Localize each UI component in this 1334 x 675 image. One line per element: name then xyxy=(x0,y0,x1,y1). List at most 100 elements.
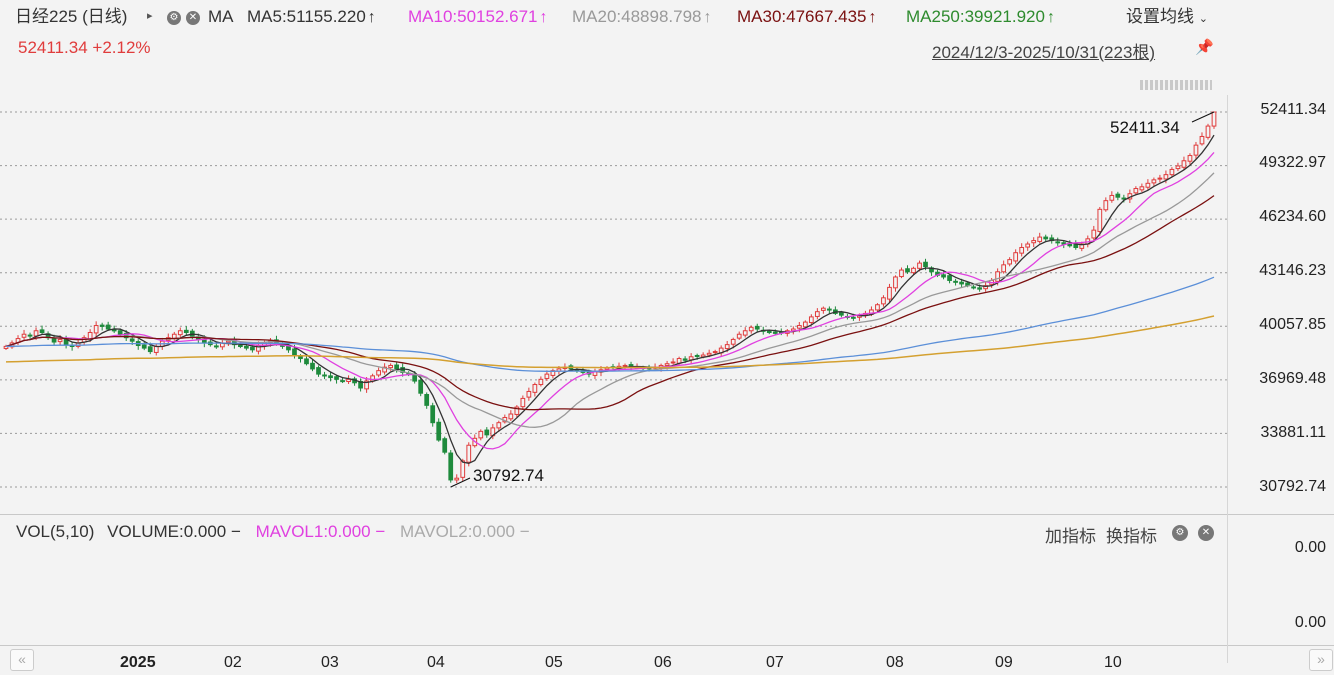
expand-triangle-icon[interactable]: ▸ xyxy=(147,10,153,22)
candle-body xyxy=(93,325,99,334)
candle-body xyxy=(292,348,297,356)
candle-body xyxy=(418,379,424,394)
panel-divider xyxy=(0,645,1334,646)
candle-body xyxy=(664,363,670,366)
candle-body xyxy=(1013,252,1019,262)
candle-body xyxy=(238,345,243,348)
candle-body xyxy=(1025,243,1031,248)
candle-body xyxy=(808,316,814,324)
ma20-label: MA20:48898.798 ↑ xyxy=(572,7,712,26)
candle-body xyxy=(244,345,249,349)
ma10-line xyxy=(5,151,1215,450)
candle-body xyxy=(1205,125,1211,138)
candle-body xyxy=(1169,168,1175,176)
candle-body xyxy=(532,384,538,393)
candle-body xyxy=(712,351,718,354)
candle-body xyxy=(893,276,898,289)
volume-y-tick: 0.00 xyxy=(1294,614,1326,631)
settings-gear-icon[interactable]: ⚙ xyxy=(167,9,181,27)
x-tick-label: 06 xyxy=(654,654,672,671)
candle-body xyxy=(466,444,472,463)
volume-y-tick: 0.00 xyxy=(1294,539,1326,556)
candle-body xyxy=(250,346,255,351)
add-indicator-button[interactable]: 加指标 xyxy=(1045,527,1096,546)
ma30-label: MA30:47667.435 ↑ xyxy=(737,7,877,26)
candle-body xyxy=(334,376,339,380)
candle-body xyxy=(388,364,393,369)
candle-body xyxy=(1193,144,1199,156)
candle-body xyxy=(1181,160,1187,168)
zoom-slider-handle[interactable] xyxy=(1140,80,1212,90)
candle-body xyxy=(514,406,520,415)
y-tick-label: 33881.11 xyxy=(1260,424,1326,441)
candle-body xyxy=(694,354,700,357)
candle-body xyxy=(153,345,159,353)
x-tick-label: 04 xyxy=(427,654,445,671)
ma30-line xyxy=(5,195,1215,411)
candle-body xyxy=(820,307,826,311)
candle-body xyxy=(177,330,183,336)
volume-settings-gear-icon[interactable]: ⚙ xyxy=(1172,524,1188,542)
candle-body xyxy=(520,397,526,408)
candle-body xyxy=(748,326,754,332)
candle-body xyxy=(1145,182,1151,188)
candle-body xyxy=(1001,264,1007,273)
ma-indicator-label: MA xyxy=(208,7,234,26)
pin-icon[interactable]: 📌 xyxy=(1195,39,1214,56)
candle-body xyxy=(742,330,748,336)
candle-body xyxy=(839,312,844,316)
axis-divider xyxy=(1227,95,1228,663)
candle-body xyxy=(526,390,532,398)
candle-body xyxy=(460,460,466,478)
candle-body xyxy=(226,340,231,343)
low-pointer xyxy=(450,477,471,488)
candle-body xyxy=(1055,241,1061,244)
candle-body xyxy=(484,429,490,436)
close-ma-icon[interactable]: ✕ xyxy=(186,9,200,27)
candle-body xyxy=(724,344,730,350)
candle-body xyxy=(827,308,832,311)
scroll-left-button[interactable]: « xyxy=(10,649,34,671)
candle-body xyxy=(394,364,400,370)
candle-body xyxy=(622,364,628,367)
candle-body xyxy=(911,267,916,274)
candle-body xyxy=(971,286,976,289)
candle-body xyxy=(887,286,892,300)
switch-indicator-button[interactable]: 换指标 xyxy=(1106,527,1157,546)
ma20-line xyxy=(5,172,1215,428)
candle-body xyxy=(370,375,375,382)
candle-body xyxy=(670,361,676,364)
candle-body xyxy=(310,362,315,370)
chart-title: 日经225 (日线) xyxy=(15,7,128,26)
candle-body xyxy=(1109,194,1115,201)
candle-body xyxy=(111,329,117,332)
candle-body xyxy=(496,422,502,429)
candle-body xyxy=(1139,186,1145,191)
x-tick-label: 09 xyxy=(995,654,1013,671)
scroll-right-button[interactable]: » xyxy=(1309,649,1333,671)
candle-body xyxy=(814,311,820,317)
candle-body xyxy=(316,367,321,375)
candle-body xyxy=(947,275,952,281)
candle-body xyxy=(1007,259,1013,265)
x-tick-label: 02 xyxy=(224,654,242,671)
candle-body xyxy=(995,271,1001,282)
candle-body xyxy=(39,329,45,333)
ma5-line xyxy=(5,134,1215,464)
candle-body xyxy=(1151,179,1157,184)
ma250-line xyxy=(5,315,1215,369)
volume-close-icon[interactable]: ✕ xyxy=(1198,524,1214,542)
candle-body xyxy=(1157,177,1163,180)
candle-body xyxy=(129,338,135,342)
set-ma-button[interactable]: 设置均线 ⌄ xyxy=(1126,7,1208,26)
candle-body xyxy=(1175,165,1181,170)
candle-body xyxy=(147,346,153,353)
candle-body xyxy=(706,352,712,356)
candle-body xyxy=(364,380,369,390)
candle-body xyxy=(328,375,333,379)
candle-body xyxy=(941,274,946,278)
low-annotation: 30792.74 xyxy=(473,466,544,485)
panel-divider xyxy=(0,514,1334,515)
x-tick-label: 07 xyxy=(766,654,784,671)
